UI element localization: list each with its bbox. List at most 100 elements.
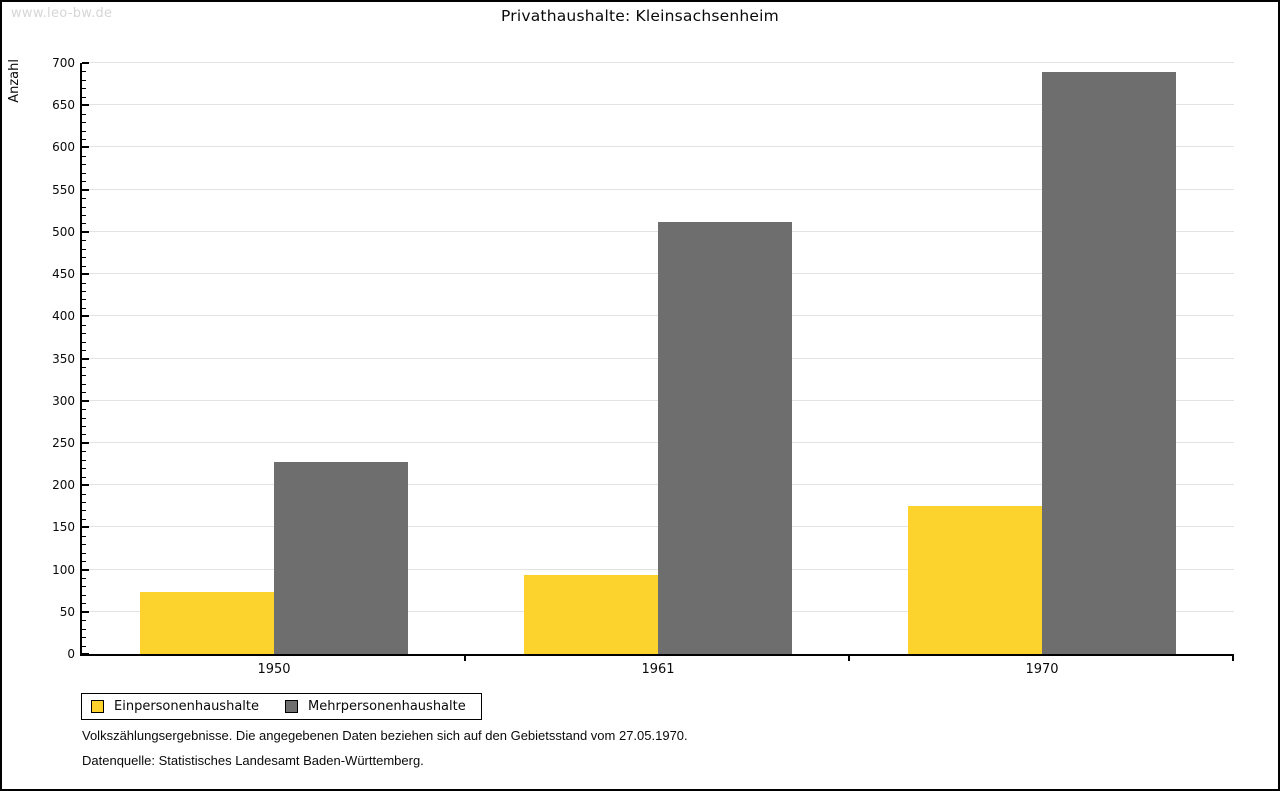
y-major-tick-600 [82, 146, 89, 148]
y-minor-tick [82, 80, 86, 81]
bar-einpersonenhaushalte-1970 [908, 506, 1042, 654]
y-minor-tick [82, 249, 86, 250]
y-minor-tick [82, 418, 86, 419]
y-minor-tick [82, 299, 86, 300]
y-minor-tick [82, 510, 86, 511]
y-major-tick-100 [82, 569, 89, 571]
y-minor-tick [82, 426, 86, 427]
y-minor-tick [82, 578, 86, 579]
y-minor-tick [82, 603, 86, 604]
y-tick-label-300: 300 [52, 394, 75, 408]
y-tick-label-100: 100 [52, 563, 75, 577]
y-minor-tick [82, 561, 86, 562]
y-tick-label-650: 650 [52, 98, 75, 112]
x-boundary-tick [1232, 656, 1234, 661]
y-minor-tick [82, 156, 86, 157]
y-minor-tick [82, 240, 86, 241]
bar-einpersonenhaushalte-1961 [524, 575, 658, 654]
y-minor-tick [82, 257, 86, 258]
y-minor-tick [82, 88, 86, 89]
y-minor-tick [82, 266, 86, 267]
y-major-tick-150 [82, 526, 89, 528]
y-minor-tick [82, 637, 86, 638]
gridline-600 [82, 146, 1234, 147]
y-major-tick-450 [82, 273, 89, 275]
y-minor-tick [82, 595, 86, 596]
y-minor-tick [82, 325, 86, 326]
y-minor-tick [82, 97, 86, 98]
y-major-tick-250 [82, 442, 89, 444]
y-major-tick-350 [82, 358, 89, 360]
y-minor-tick [82, 434, 86, 435]
legend-swatch-mehrpersonenhaushalte [285, 700, 298, 713]
x-tick-label-1961: 1961 [641, 662, 675, 677]
watermark-text: www.leo-bw.de [11, 6, 113, 21]
x-boundary-tick [848, 656, 850, 661]
y-minor-tick [82, 173, 86, 174]
gridline-700 [82, 62, 1234, 63]
y-minor-tick [82, 350, 86, 351]
y-minor-tick [82, 71, 86, 72]
y-major-tick-500 [82, 231, 89, 233]
y-minor-tick [82, 620, 86, 621]
footnote-gebietsstand: Volkszählungsergebnisse. Die angegebenen… [82, 728, 688, 743]
y-major-tick-400 [82, 315, 89, 317]
y-minor-tick [82, 122, 86, 123]
y-major-tick-200 [82, 484, 89, 486]
y-major-tick-650 [82, 104, 89, 106]
y-minor-tick [82, 629, 86, 630]
y-tick-label-350: 350 [52, 352, 75, 366]
y-minor-tick [82, 164, 86, 165]
y-tick-label-550: 550 [52, 183, 75, 197]
y-minor-tick [82, 139, 86, 140]
y-minor-tick [82, 536, 86, 537]
gridline-550 [82, 189, 1234, 190]
y-tick-label-250: 250 [52, 436, 75, 450]
y-tick-label-200: 200 [52, 478, 75, 492]
y-minor-tick [82, 544, 86, 545]
y-minor-tick [82, 333, 86, 334]
y-minor-tick [82, 586, 86, 587]
bar-mehrpersonenhaushalte-1950 [274, 462, 408, 654]
y-minor-tick [82, 477, 86, 478]
gridline-650 [82, 104, 1234, 105]
y-tick-label-700: 700 [52, 56, 75, 70]
y-major-tick-550 [82, 189, 89, 191]
bar-einpersonenhaushalte-1950 [140, 592, 274, 654]
y-minor-tick [82, 384, 86, 385]
y-minor-tick [82, 181, 86, 182]
y-minor-tick [82, 215, 86, 216]
y-minor-tick [82, 131, 86, 132]
plot-area: 1950 1961 1970 [80, 62, 1234, 677]
legend: Einpersonenhaushalte Mehrpersonenhaushalt… [81, 693, 482, 720]
y-major-tick-50 [82, 611, 89, 613]
y-minor-tick [82, 198, 86, 199]
y-tick-label-450: 450 [52, 267, 75, 281]
y-tick-label-0: 0 [67, 647, 75, 661]
y-minor-tick [82, 283, 86, 284]
y-major-tick-300 [82, 400, 89, 402]
y-axis-tick-labels: 0 50 100 150 200 250 300 350 400 450 500 550 600 650 7… [2, 56, 75, 661]
y-minor-tick [82, 519, 86, 520]
footnote-datenquelle: Datenquelle: Statistisches Landesamt Bad… [82, 753, 424, 768]
y-minor-tick [82, 468, 86, 469]
y-minor-tick [82, 342, 86, 343]
y-minor-tick [82, 409, 86, 410]
x-boundary-tick [464, 656, 466, 661]
y-tick-label-150: 150 [52, 520, 75, 534]
y-minor-tick [82, 114, 86, 115]
y-minor-tick [82, 451, 86, 452]
legend-item-einpersonenhaushalte: Einpersonenhaushalte [91, 699, 259, 714]
y-tick-label-50: 50 [59, 605, 75, 619]
legend-label: Einpersonenhaushalte [114, 699, 259, 714]
legend-item-mehrpersonenhaushalte: Mehrpersonenhaushalte [285, 699, 466, 714]
legend-swatch-einpersonenhaushalte [91, 700, 104, 713]
y-minor-tick [82, 308, 86, 309]
y-minor-tick [82, 502, 86, 503]
chart-title: Privathaushalte: Kleinsachsenheim [501, 7, 779, 25]
y-major-tick-0 [82, 653, 89, 655]
y-minor-tick [82, 367, 86, 368]
y-minor-tick [82, 375, 86, 376]
y-minor-tick [82, 223, 86, 224]
